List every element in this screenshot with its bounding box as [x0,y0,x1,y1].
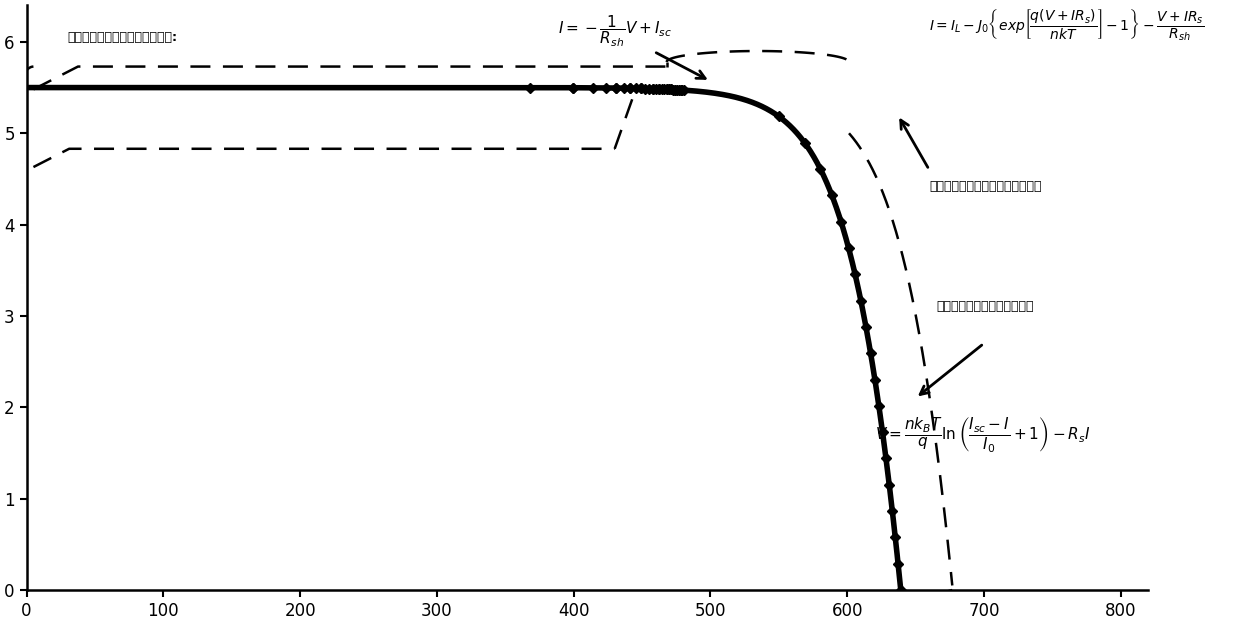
Text: $\mathit{I} = \mathit{I}_L - J_0\left\{exp\left[\dfrac{q(V + IR_s)}{nkT}\right] : $\mathit{I} = \mathit{I}_L - J_0\left\{e… [929,7,1204,43]
Text: 在此区域能够将特性方程简化为:: 在此区域能够将特性方程简化为: [68,31,177,44]
Text: 在此区域能够将特性方程简化为：: 在此区域能够将特性方程简化为： [929,180,1042,193]
Text: $V = \dfrac{nk_BT}{q}\ln\left(\dfrac{I_{sc} - I}{I_0} + 1\right) - R_sI$: $V = \dfrac{nk_BT}{q}\ln\left(\dfrac{I_{… [874,415,1090,454]
Text: 此区域方程简化为对数函数：: 此区域方程简化为对数函数： [936,300,1034,313]
Text: $\mathit{I} = -\dfrac{1}{R_{sh}}\mathit{V} + \mathit{I}_{sc}$: $\mathit{I} = -\dfrac{1}{R_{sh}}\mathit{… [558,13,706,79]
